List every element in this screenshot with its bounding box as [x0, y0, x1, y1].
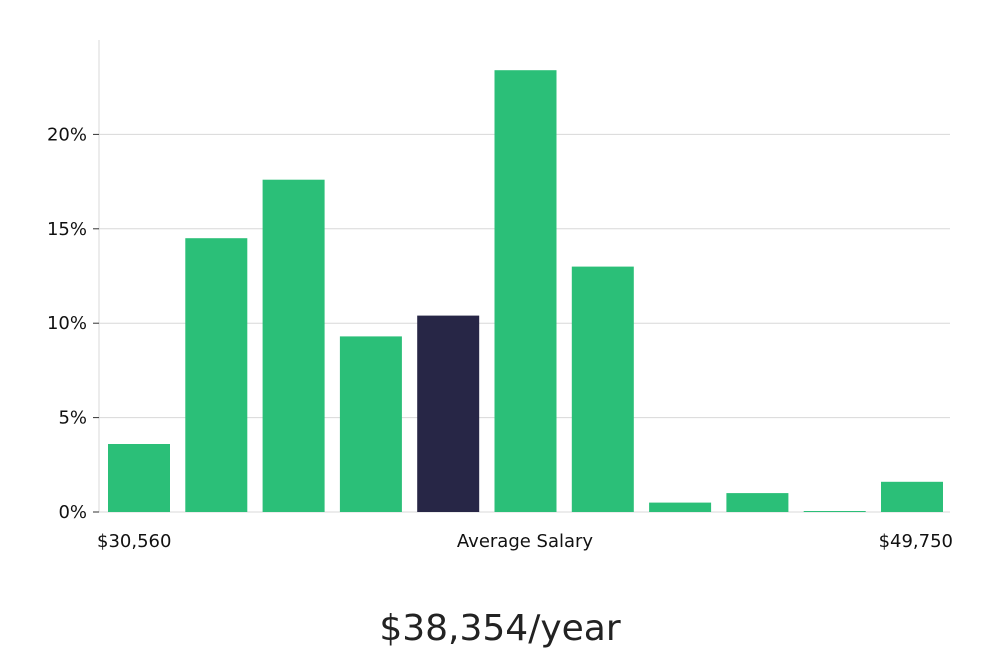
x-label-max: $49,750 — [879, 531, 953, 552]
bar — [262, 179, 325, 512]
bar — [803, 511, 866, 512]
bars — [108, 70, 943, 512]
bar — [571, 266, 634, 512]
bar — [185, 238, 248, 512]
y-tick-label: 5% — [58, 408, 87, 429]
bar-average-salary — [417, 315, 480, 512]
y-tick-label: 20% — [47, 124, 87, 145]
bar — [339, 336, 402, 512]
y-tick-label: 10% — [47, 313, 87, 334]
bar — [726, 493, 789, 512]
bar — [881, 481, 943, 512]
x-label-min: $30,560 — [97, 531, 171, 552]
y-tick-label: 15% — [47, 219, 87, 240]
average-salary-value: $38,354/year — [379, 608, 621, 649]
y-tick-label: 0% — [58, 502, 87, 523]
bar — [494, 70, 557, 512]
bar — [108, 444, 170, 512]
y-tick-labels: 0% 5% 10% 15% 20% — [47, 124, 99, 523]
salary-histogram: 0% 5% 10% 15% 20% $30,560 Average Salary $49… — [47, 40, 953, 552]
bar — [649, 502, 712, 512]
x-label-average: Average Salary — [457, 531, 594, 552]
